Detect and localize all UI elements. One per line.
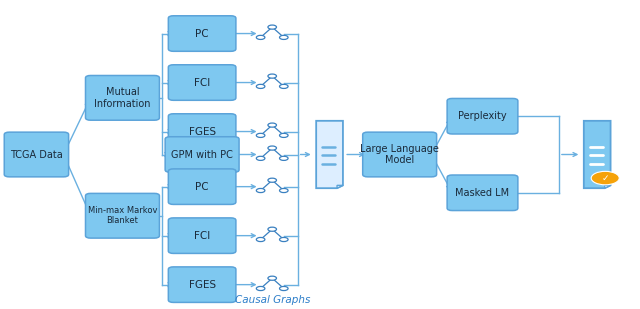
Circle shape	[268, 74, 276, 78]
FancyBboxPatch shape	[4, 132, 68, 177]
Circle shape	[268, 276, 276, 280]
Circle shape	[257, 84, 265, 88]
Polygon shape	[605, 185, 611, 188]
Text: Min-max Markov
Blanket: Min-max Markov Blanket	[88, 206, 157, 226]
Circle shape	[257, 286, 265, 290]
Text: FGES: FGES	[189, 126, 216, 137]
FancyBboxPatch shape	[168, 114, 236, 149]
Polygon shape	[316, 121, 343, 188]
Circle shape	[280, 35, 288, 40]
FancyBboxPatch shape	[363, 132, 436, 177]
Circle shape	[268, 25, 276, 29]
Text: Perplexity: Perplexity	[458, 111, 507, 121]
Circle shape	[591, 171, 620, 185]
Circle shape	[268, 123, 276, 127]
FancyBboxPatch shape	[447, 99, 518, 134]
Circle shape	[268, 146, 276, 150]
Circle shape	[257, 188, 265, 193]
Text: PC: PC	[195, 182, 209, 192]
FancyBboxPatch shape	[168, 16, 236, 51]
FancyBboxPatch shape	[86, 193, 159, 238]
Circle shape	[280, 188, 288, 193]
Text: Causal Graphs: Causal Graphs	[234, 295, 310, 305]
Circle shape	[280, 84, 288, 88]
Text: TCGA Data: TCGA Data	[10, 150, 63, 159]
Circle shape	[257, 35, 265, 40]
Text: FGES: FGES	[189, 280, 216, 290]
Circle shape	[257, 133, 265, 138]
Circle shape	[280, 156, 288, 160]
Circle shape	[257, 237, 265, 242]
Circle shape	[280, 133, 288, 138]
FancyBboxPatch shape	[168, 169, 236, 205]
Text: FCI: FCI	[194, 78, 210, 87]
FancyBboxPatch shape	[165, 137, 239, 172]
FancyBboxPatch shape	[447, 175, 518, 210]
FancyBboxPatch shape	[168, 65, 236, 100]
Text: FCI: FCI	[194, 231, 210, 241]
Text: PC: PC	[195, 28, 209, 39]
Text: Large Language
Model: Large Language Model	[360, 144, 439, 165]
Polygon shape	[584, 121, 611, 188]
Text: GPM with PC: GPM with PC	[171, 150, 233, 159]
Text: Masked LM: Masked LM	[456, 188, 509, 198]
Polygon shape	[337, 185, 343, 188]
FancyBboxPatch shape	[86, 75, 159, 120]
Text: ✓: ✓	[602, 174, 609, 183]
Circle shape	[268, 227, 276, 231]
Text: Mutual
Information: Mutual Information	[94, 87, 150, 109]
Circle shape	[280, 237, 288, 242]
Circle shape	[280, 286, 288, 290]
FancyBboxPatch shape	[168, 218, 236, 253]
Circle shape	[257, 156, 265, 160]
Circle shape	[268, 178, 276, 182]
FancyBboxPatch shape	[168, 267, 236, 303]
